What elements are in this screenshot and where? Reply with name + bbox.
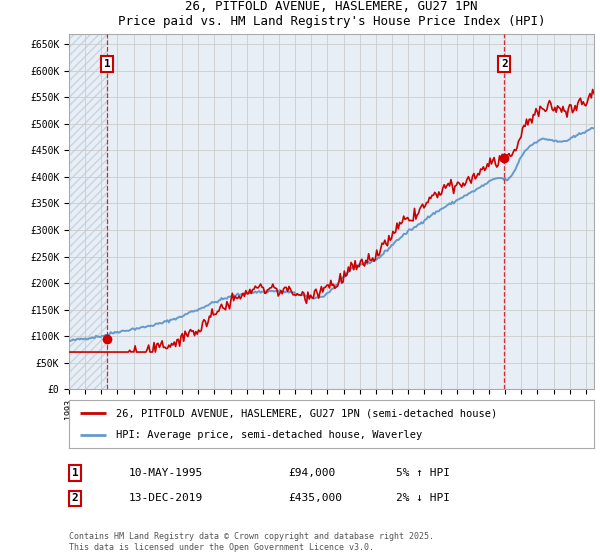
Title: 26, PITFOLD AVENUE, HASLEMERE, GU27 1PN
Price paid vs. HM Land Registry's House : 26, PITFOLD AVENUE, HASLEMERE, GU27 1PN …: [118, 0, 545, 28]
Text: 13-DEC-2019: 13-DEC-2019: [129, 493, 203, 503]
Text: 1: 1: [71, 468, 79, 478]
Text: 2: 2: [71, 493, 79, 503]
Text: HPI: Average price, semi-detached house, Waverley: HPI: Average price, semi-detached house,…: [116, 430, 422, 440]
Text: £435,000: £435,000: [288, 493, 342, 503]
Text: 2: 2: [501, 59, 508, 69]
Text: Contains HM Land Registry data © Crown copyright and database right 2025.
This d: Contains HM Land Registry data © Crown c…: [69, 532, 434, 552]
Text: 10-MAY-1995: 10-MAY-1995: [129, 468, 203, 478]
Text: £94,000: £94,000: [288, 468, 335, 478]
Text: 5% ↑ HPI: 5% ↑ HPI: [396, 468, 450, 478]
Text: 2% ↓ HPI: 2% ↓ HPI: [396, 493, 450, 503]
Text: 1: 1: [104, 59, 110, 69]
Text: 26, PITFOLD AVENUE, HASLEMERE, GU27 1PN (semi-detached house): 26, PITFOLD AVENUE, HASLEMERE, GU27 1PN …: [116, 408, 497, 418]
